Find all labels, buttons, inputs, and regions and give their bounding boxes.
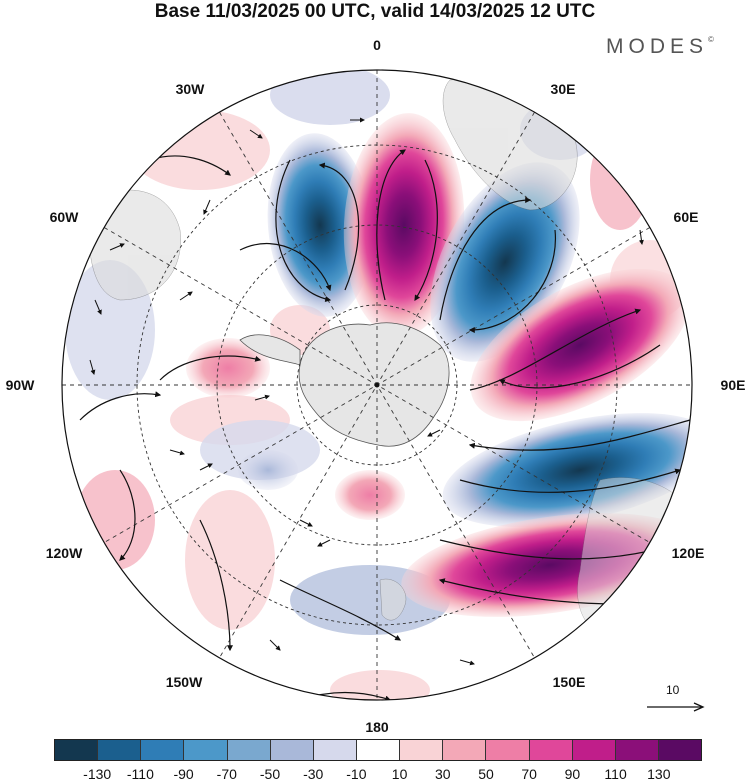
colorbar-segment [529, 740, 573, 760]
lon-label-90e: 90E [720, 377, 746, 393]
colorbar-segment [356, 740, 401, 760]
colorbar-tick-label: -50 [259, 766, 281, 782]
colorbar-segment [313, 740, 357, 760]
lon-label-120e: 120E [671, 545, 705, 561]
colorbar-segment [615, 740, 659, 760]
colorbar-segment [184, 740, 228, 760]
colorbar-tick-label: -30 [303, 766, 324, 782]
brand-logo: MODES© [606, 35, 714, 58]
lon-label-150e: 150E [552, 674, 586, 690]
map-title: Base 11/03/2025 00 UTC, valid 14/03/2025… [154, 1, 596, 22]
lon-label-30w: 30W [175, 81, 205, 97]
colorbar-segment [400, 740, 444, 760]
colorbar-tick-label: -90 [173, 766, 194, 782]
colorbar-segment [486, 740, 530, 760]
colorbar-tick-label: 130 [647, 766, 671, 782]
colorbar-tick-label: -70 [216, 766, 237, 782]
reference-vector-label: 10 [666, 683, 680, 697]
colorbar-segment [572, 740, 616, 760]
lon-label-120w: 120W [45, 545, 83, 561]
colorbar-tick-label: 50 [478, 766, 494, 782]
colorbar-segment [141, 740, 185, 760]
colorbar-segment [443, 740, 487, 760]
colorbar-tick-label: 90 [564, 766, 581, 782]
colorbar-tick-label: 30 [435, 766, 451, 782]
reference-vector: 10 [646, 683, 706, 717]
colorbar-segment [270, 740, 314, 760]
lon-label-180: 180 [365, 719, 389, 735]
colorbar-tick-label: 70 [521, 766, 537, 782]
colorbar-segment [227, 740, 271, 760]
colorbar-tick-label: -130 [83, 766, 112, 782]
colorbar [54, 739, 702, 761]
lon-label-30e: 30E [550, 81, 576, 97]
colorbar-tick-label: 10 [391, 766, 408, 782]
colorbar-tick-label: -110 [126, 766, 154, 782]
lon-label-60e: 60E [673, 209, 699, 225]
colorbar-segment [98, 740, 142, 760]
colorbar-tick-label: 110 [604, 766, 627, 782]
arrow-right-icon [647, 702, 705, 712]
colorbar-segment [55, 740, 99, 760]
lon-label-150w: 150W [165, 674, 203, 690]
lon-label-0: 0 [373, 37, 381, 53]
colorbar-tick-label: -10 [346, 766, 367, 782]
lon-label-90w: 90W [5, 377, 35, 393]
colorbar-segment [658, 740, 702, 760]
lon-label-60w: 60W [49, 209, 79, 225]
